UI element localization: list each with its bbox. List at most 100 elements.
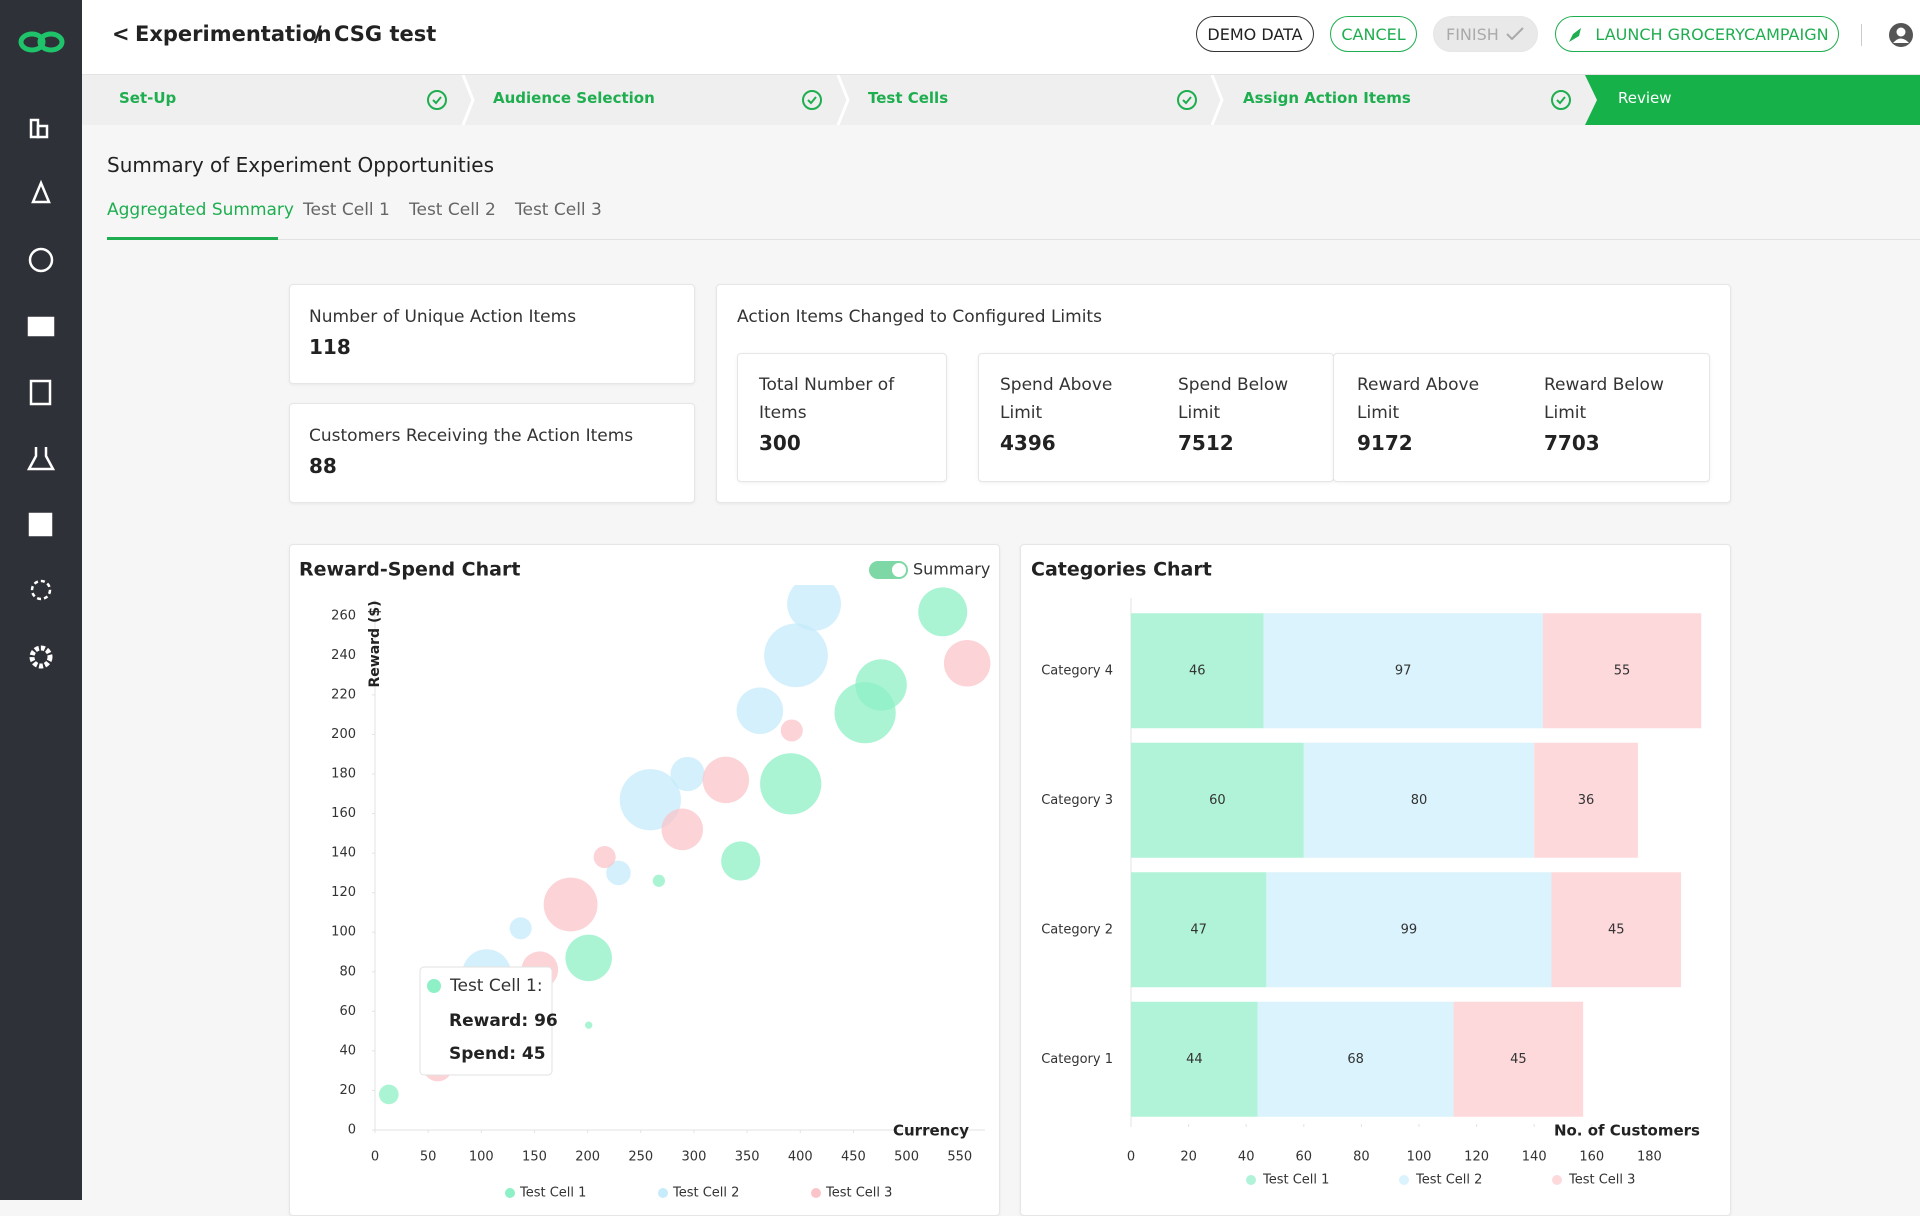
bar-value-label: 97: [1395, 663, 1412, 678]
y-tick-label: 240: [331, 648, 356, 663]
bubble: [379, 1084, 399, 1105]
tab[interactable]: Test Cell 3: [515, 200, 602, 220]
limits-card: Action Items Changed to Configured Limit…: [716, 284, 1731, 503]
tooltip-swatch: [427, 979, 441, 993]
nav-widgets[interactable]: [28, 512, 53, 537]
y-tick-label: 260: [331, 608, 356, 623]
x-tick-label: 180: [1637, 1150, 1662, 1165]
active-step: [1585, 75, 1920, 125]
bar-value-label: 36: [1578, 793, 1595, 808]
step[interactable]: Set-Up: [119, 89, 177, 107]
divider: [1861, 24, 1862, 46]
reward-spend-card: [289, 544, 1000, 1216]
tooltip-line: Reward: 96: [449, 1011, 558, 1031]
demo-data-button[interactable]: DEMO DATA: [1196, 16, 1314, 52]
x-tick-label: 20: [1180, 1150, 1197, 1165]
back-button[interactable]: <: [112, 22, 130, 46]
x-tick-label: 350: [735, 1150, 760, 1165]
tab[interactable]: Test Cell 2: [409, 200, 496, 220]
card-value: 88: [309, 454, 337, 478]
bar-value-label: 55: [1614, 663, 1631, 678]
step[interactable]: Assign Action Items: [1243, 89, 1411, 107]
y-tick-label: 100: [331, 925, 356, 940]
x-axis-title: No. of Customers: [1554, 1122, 1700, 1140]
bar-value-label: 45: [1608, 922, 1625, 937]
sidebar-icons: [18, 31, 65, 669]
tooltip-line: Spend: 45: [449, 1044, 546, 1064]
nav-mail[interactable]: [27, 316, 55, 337]
x-tick-label: 60: [1296, 1150, 1313, 1165]
bubble: [918, 587, 968, 637]
sidebar: [0, 0, 82, 1200]
y-axis-title: Reward ($): [367, 601, 383, 688]
y-tick-label: 40: [339, 1043, 356, 1058]
legend-label: Test Cell 1: [519, 1186, 586, 1201]
y-tick-label: 200: [331, 727, 356, 742]
step[interactable]: Test Cells: [868, 89, 949, 107]
legend-swatch: [1552, 1175, 1562, 1185]
launch-button[interactable]: LAUNCH GROCERYCAMPAIGN: [1555, 16, 1839, 52]
user-avatar[interactable]: [1888, 22, 1914, 48]
x-tick-label: 250: [628, 1150, 653, 1165]
nav-lab[interactable]: [26, 447, 56, 471]
bar-segment: [1131, 613, 1264, 729]
bubble: [509, 917, 532, 940]
nav-analytics-b[interactable]: [36, 124, 49, 139]
card-title: Action Items Changed to Configured Limit…: [737, 307, 1102, 327]
tab-underline: [107, 237, 278, 240]
reward-box: [1333, 353, 1710, 482]
chart-title: Categories Chart: [1031, 559, 1212, 581]
bubble: [787, 585, 842, 631]
tab[interactable]: Test Cell 1: [303, 200, 390, 220]
nav-settings[interactable]: [29, 645, 53, 669]
card-value: 118: [309, 335, 351, 359]
legend-label: Test Cell 1: [1262, 1173, 1329, 1188]
nav-network[interactable]: [30, 579, 52, 601]
nav-launch[interactable]: [31, 179, 51, 204]
legend-label: Test Cell 2: [1415, 1173, 1482, 1188]
limit-value: 9172: [1357, 431, 1413, 455]
bubble: [760, 753, 822, 815]
card-label: Number of Unique Action Items: [309, 307, 577, 327]
nav-actions[interactable]: [28, 247, 54, 273]
bar-segment: [1534, 742, 1638, 858]
bubble: [943, 639, 991, 687]
category-label: Category 1: [1041, 1052, 1113, 1067]
bar-segment: [1131, 742, 1304, 858]
x-tick-label: 300: [682, 1150, 707, 1165]
spend-box: [978, 353, 1334, 482]
bubble: [652, 874, 665, 887]
bar-segment: [1551, 872, 1682, 988]
category-label: Category 4: [1041, 663, 1113, 678]
nav-docs[interactable]: [29, 379, 52, 406]
bubble: [565, 934, 612, 982]
card-label: Customers Receiving the Action Items: [309, 426, 634, 446]
bar-value-label: 45: [1510, 1052, 1527, 1067]
bubble: [780, 719, 803, 742]
bubble: [721, 841, 761, 881]
toggle-knob[interactable]: [892, 563, 906, 577]
bar-segment: [1263, 613, 1543, 729]
step[interactable]: Audience Selection: [493, 89, 655, 107]
y-tick-label: 20: [339, 1083, 356, 1098]
total-box: [737, 353, 947, 482]
cancel-button[interactable]: CANCEL: [1330, 16, 1417, 52]
finish-button[interactable]: FINISH: [1433, 16, 1538, 52]
breadcrumb-current: CSG test: [334, 22, 437, 46]
bar-segment: [1303, 742, 1535, 858]
bubble: [585, 1021, 593, 1029]
bubble: [661, 808, 704, 851]
y-tick-label: 120: [331, 885, 356, 900]
bar-value-label: 68: [1347, 1052, 1364, 1067]
x-tick-label: 450: [841, 1150, 866, 1165]
legend-label: Test Cell 3: [1568, 1173, 1635, 1188]
bar-segment: [1542, 613, 1702, 729]
tab-active[interactable]: Aggregated Summary: [107, 200, 294, 220]
x-tick-label: 400: [788, 1150, 813, 1165]
y-tick-label: 220: [331, 687, 356, 702]
breadcrumb-link[interactable]: Experimentation: [135, 22, 332, 46]
x-tick-label: 160: [1579, 1150, 1604, 1165]
bar-segment: [1131, 1001, 1258, 1117]
step-active[interactable]: Review: [1618, 89, 1672, 107]
stepper-shapes: [427, 74, 1920, 126]
